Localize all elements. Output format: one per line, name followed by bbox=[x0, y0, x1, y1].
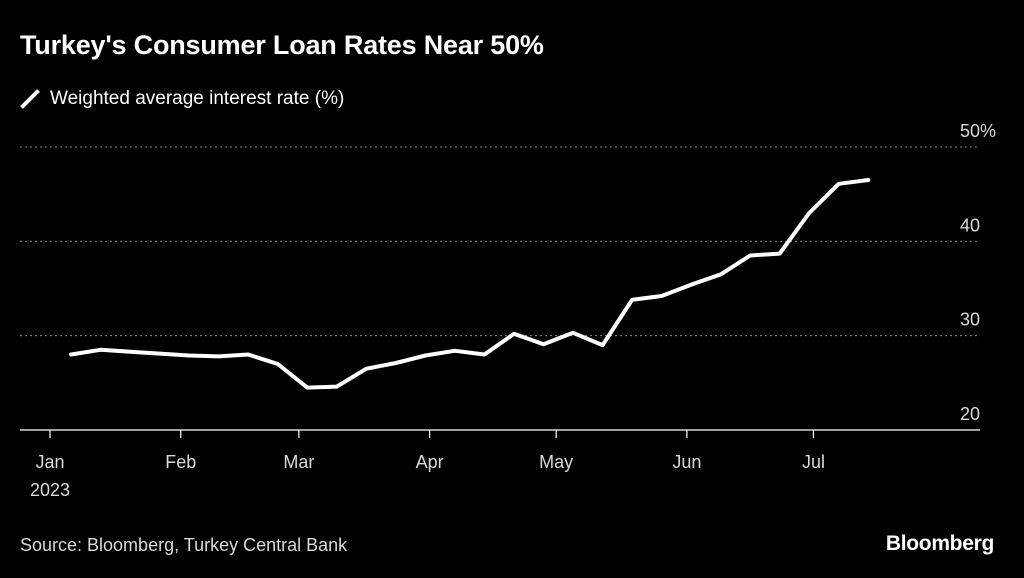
y-tick-label-40: 40 bbox=[960, 215, 980, 235]
chart-title: Turkey's Consumer Loan Rates Near 50% bbox=[20, 30, 544, 60]
tick-labels: 50% 40 30 20 Jan 2023 Feb Mar Apr May Jun Jul bbox=[30, 121, 996, 500]
bloomberg-logo: Bloomberg bbox=[885, 532, 994, 555]
x-axis bbox=[20, 429, 980, 438]
x-tick-label-feb: Feb bbox=[165, 452, 196, 472]
series-line-0 bbox=[69, 178, 871, 390]
x-tick-label-jun: Jun bbox=[672, 452, 701, 472]
x-tick-label-may: May bbox=[539, 452, 573, 472]
legend: Weighted average interest rate (%) bbox=[20, 86, 344, 112]
grid-lines bbox=[20, 146, 980, 337]
source-note: Source: Bloomberg, Turkey Central Bank bbox=[20, 535, 348, 555]
x-tick-sublabel-year: 2023 bbox=[30, 480, 70, 500]
y-tick-label-20: 20 bbox=[960, 404, 980, 424]
x-tick-label-jul: Jul bbox=[802, 452, 825, 472]
x-tick-label-mar: Mar bbox=[283, 452, 314, 472]
y-tick-label-50: 50% bbox=[960, 121, 996, 141]
series-layer bbox=[69, 178, 871, 390]
y-tick-label-30: 30 bbox=[960, 310, 980, 330]
legend-label: Weighted average interest rate (%) bbox=[50, 88, 345, 109]
x-tick-label-apr: Apr bbox=[416, 452, 444, 472]
x-tick-label-jan: Jan bbox=[35, 452, 64, 472]
